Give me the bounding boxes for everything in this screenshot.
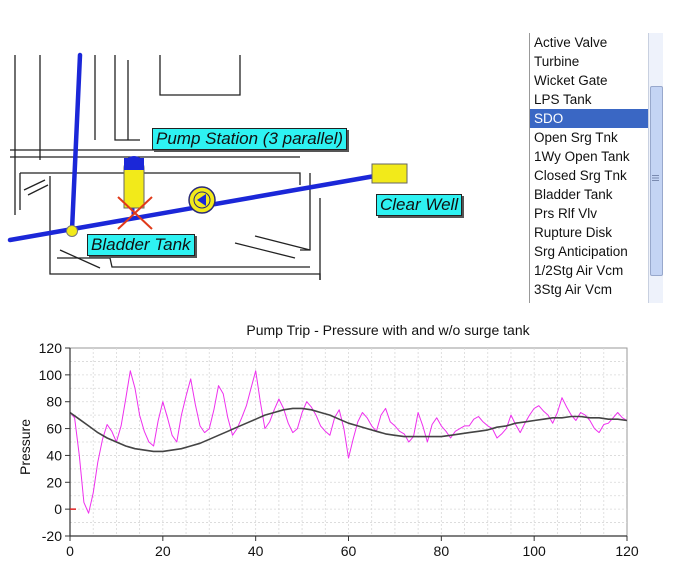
palette-item[interactable]: Turbine — [534, 54, 580, 69]
y-tick-label: 60 — [46, 421, 62, 437]
palette-item[interactable]: Srg Anticipation — [534, 244, 628, 259]
scrollbar-grip-icon — [652, 175, 659, 181]
y-axis-label: Pressure — [17, 419, 33, 475]
x-tick-label: 100 — [522, 543, 546, 559]
palette-item[interactable]: Rupture Disk — [534, 225, 613, 240]
x-tick-label: 20 — [155, 543, 171, 559]
map-outline — [10, 55, 321, 280]
pipe-network-diagram — [7, 52, 408, 280]
palette-item[interactable]: LPS Tank — [534, 92, 592, 107]
y-tick-label: 40 — [46, 447, 62, 463]
x-tick-label: 80 — [434, 543, 450, 559]
palette-item[interactable]: Bladder Tank — [534, 187, 613, 202]
component-palette-list[interactable]: Active Valve Turbine Wicket Gate LPS Tank SD… — [529, 33, 648, 303]
pipe-vertical — [69, 52, 83, 233]
palette-item[interactable]: Prs Rlf Vlv — [534, 206, 598, 221]
y-tick-label: 0 — [54, 501, 62, 517]
chart-series-group — [69, 370, 628, 514]
clear-well-reservoir[interactable] — [371, 163, 408, 184]
x-tick-label: 0 — [66, 543, 74, 559]
series-line-with-surge-tank — [69, 407, 628, 453]
chart-grid — [69, 347, 628, 537]
y-tick-label: 80 — [46, 394, 62, 410]
chart-axes — [65, 347, 628, 541]
series-line-without-surge-tank — [69, 370, 628, 514]
bladder-tank-label[interactable]: Bladder Tank — [87, 234, 195, 256]
y-tick-label: 120 — [39, 340, 63, 356]
palette-item[interactable]: 1Wy Open Tank — [534, 149, 630, 164]
chart-title: Pump Trip - Pressure with and w/o surge … — [246, 322, 530, 338]
x-tick-label: 60 — [341, 543, 357, 559]
bladder-tank-component[interactable] — [123, 156, 145, 209]
clear-well-label[interactable]: Clear Well — [376, 194, 463, 216]
pressure-chart: Pump Trip - Pressure with and w/o surge … — [17, 322, 639, 559]
palette-item[interactable]: Open Srg Tnk — [534, 130, 618, 145]
junction-node[interactable] — [66, 225, 78, 237]
palette-item[interactable]: 1/2Stg Air Vcm — [534, 263, 624, 278]
y-tick-label: -20 — [42, 528, 62, 544]
disabled-cross-icon — [117, 196, 153, 230]
x-tick-label: 120 — [615, 543, 639, 559]
y-tick-label: 100 — [39, 367, 63, 383]
palette-item[interactable]: Closed Srg Tnk — [534, 168, 627, 183]
pump-station-label[interactable]: Pump Station (3 parallel) — [152, 128, 348, 150]
palette-item[interactable]: SDO — [530, 109, 648, 128]
palette-item[interactable]: 3Stg Air Vcm — [534, 282, 613, 297]
palette-item[interactable]: Wicket Gate — [534, 73, 608, 88]
x-tick-label: 40 — [248, 543, 264, 559]
y-tick-label: 20 — [46, 474, 62, 490]
pump-icon[interactable] — [188, 186, 216, 214]
palette-item[interactable]: Active Valve — [534, 35, 608, 50]
